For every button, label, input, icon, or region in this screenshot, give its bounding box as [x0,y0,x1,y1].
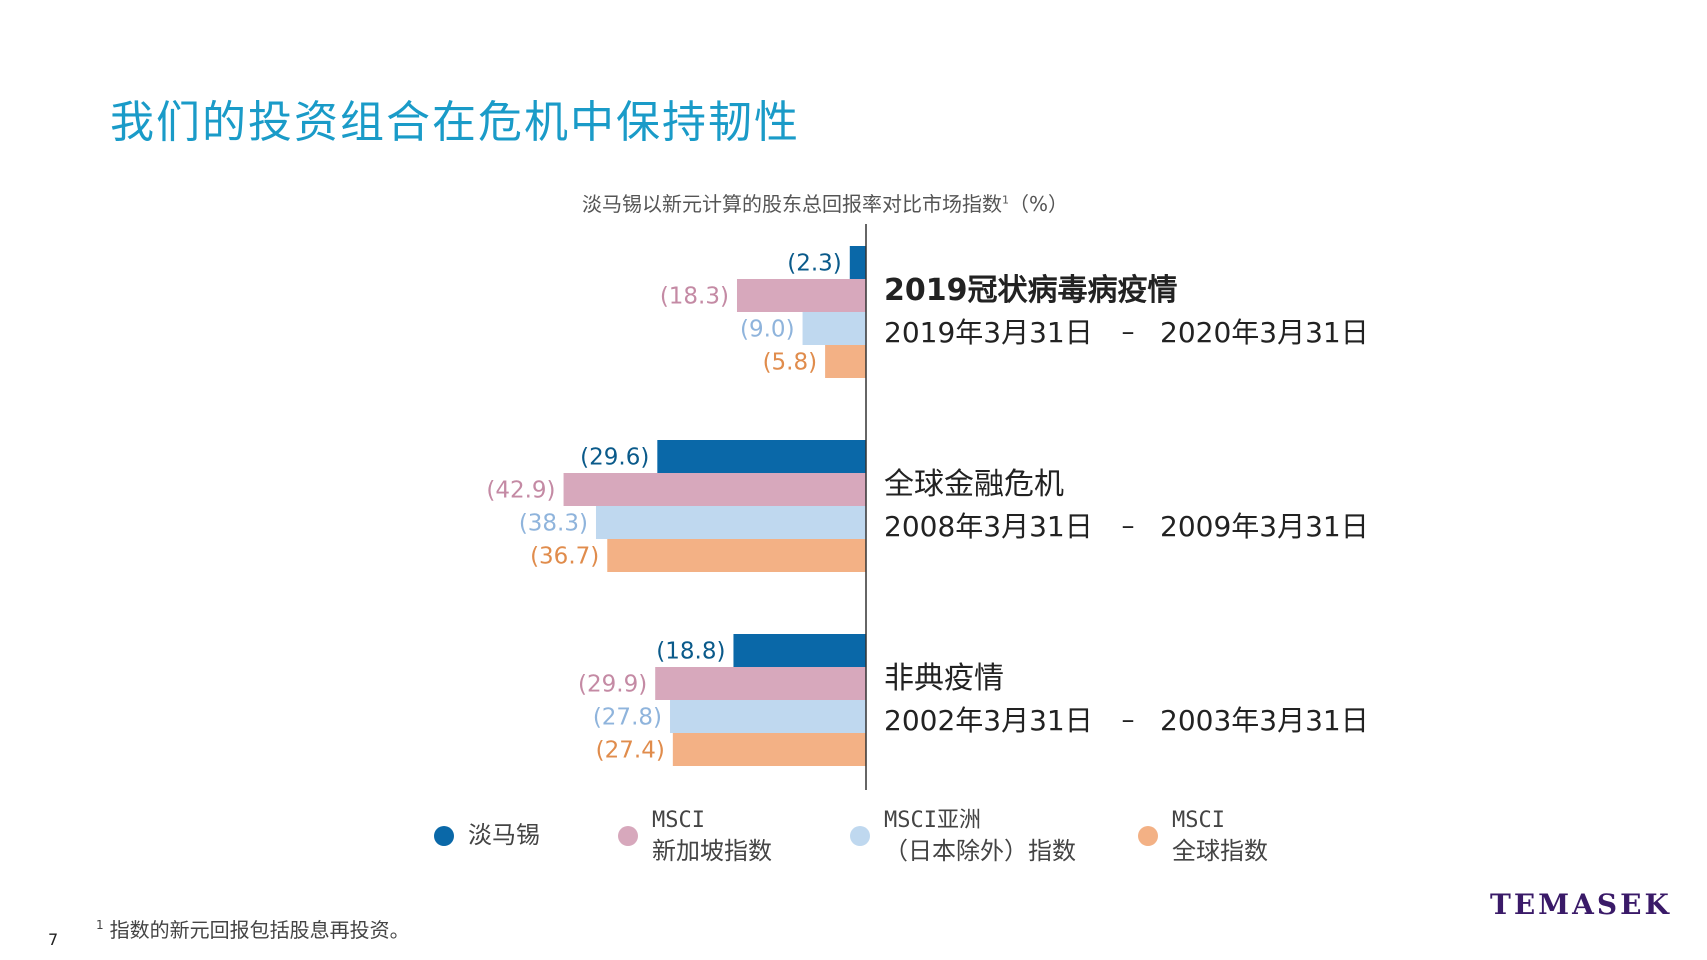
bar-g2-s3 [672,733,866,766]
data-label-g1-s1: (42.9) [486,478,555,504]
bar-g0-s1 [736,279,866,312]
bar-g1-s0 [657,440,866,473]
bar-g1-s2 [595,506,866,539]
footnote-text: 指数的新元回报包括股息再投资。 [109,918,410,942]
bar-g2-s0 [733,634,866,667]
footnote: 1 指数的新元回报包括股息再投资。 [96,914,410,943]
bar-g1-s1 [563,473,866,506]
page-number: 7 [48,930,59,949]
bar-g1-s3 [607,539,866,572]
data-label-g0-s0: (2.3) [787,251,842,277]
data-label-g1-s3: (36.7) [530,544,599,570]
chart-subtitle: 淡马锡以新元计算的股东总回报率对比市场指数1（%） [582,188,1068,217]
period-end-0: 2020年3月31日 [1160,316,1369,349]
period-start-1: 2008年3月31日 [884,510,1093,543]
footnote-number: 1 [96,918,104,933]
period-separator-0: – [1122,317,1135,347]
legend-item-msci-singapore: MSCI 新加坡指数 [618,804,772,867]
legend-label-msci-asia-ex-japan: MSCI亚洲 （日本除外）指数 [884,808,1076,865]
legend-item-temasek: 淡马锡 [434,820,540,851]
period-start-0: 2019年3月31日 [884,316,1093,349]
bar-g0-s2 [802,312,866,345]
data-label-g0-s1: (18.3) [660,284,729,310]
page-title: 我们的投资组合在危机中保持韧性 [110,97,800,148]
period-end-2: 2003年3月31日 [1160,704,1369,737]
temasek-logo: TEMASEK [1490,888,1672,921]
data-label-g0-s3: (5.8) [763,350,818,376]
legend-dot-msci-asia-ex-japan [850,825,870,846]
legend-label-temasek: 淡马锡 [468,821,540,849]
bar-g0-s3 [825,345,866,378]
bar-g2-s2 [670,700,866,733]
period-separator-2: – [1122,705,1135,735]
group-name-0: 2019冠状病毒病疫情 [884,273,1178,308]
data-label-g2-s1: (29.9) [578,672,647,698]
period-start-2: 2002年3月31日 [884,704,1093,737]
data-label-g2-s3: (27.4) [596,738,665,764]
period-end-1: 2009年3月31日 [1160,510,1369,543]
bar-g0-s0 [849,246,866,279]
bar-g2-s1 [655,667,866,700]
legend-label-msci-singapore: MSCI 新加坡指数 [652,808,772,865]
chart-subtitle-text: 淡马锡以新元计算的股东总回报率对比市场指数 [582,192,1002,216]
group-name-1: 全球金融危机 [884,467,1064,502]
legend-label-msci-world: MSCI 全球指数 [1172,808,1268,865]
legend-dot-temasek [434,825,454,846]
legend-item-msci-world: MSCI 全球指数 [1138,804,1268,867]
chart-subtitle-unit: （%） [1009,192,1069,216]
period-separator-1: – [1122,511,1135,541]
legend-dot-msci-singapore [618,825,638,846]
data-label-g1-s0: (29.6) [580,445,649,471]
legend-dot-msci-world [1138,825,1158,846]
data-label-g2-s0: (18.8) [656,639,725,665]
group-name-2: 非典疫情 [884,661,1004,696]
footnote-marker: 1 [1002,193,1009,207]
data-label-g2-s2: (27.8) [593,705,662,731]
data-label-g0-s2: (9.0) [740,317,795,343]
data-label-g1-s2: (38.3) [519,511,588,537]
legend-item-msci-asia-ex-japan: MSCI亚洲 （日本除外）指数 [850,804,1076,867]
